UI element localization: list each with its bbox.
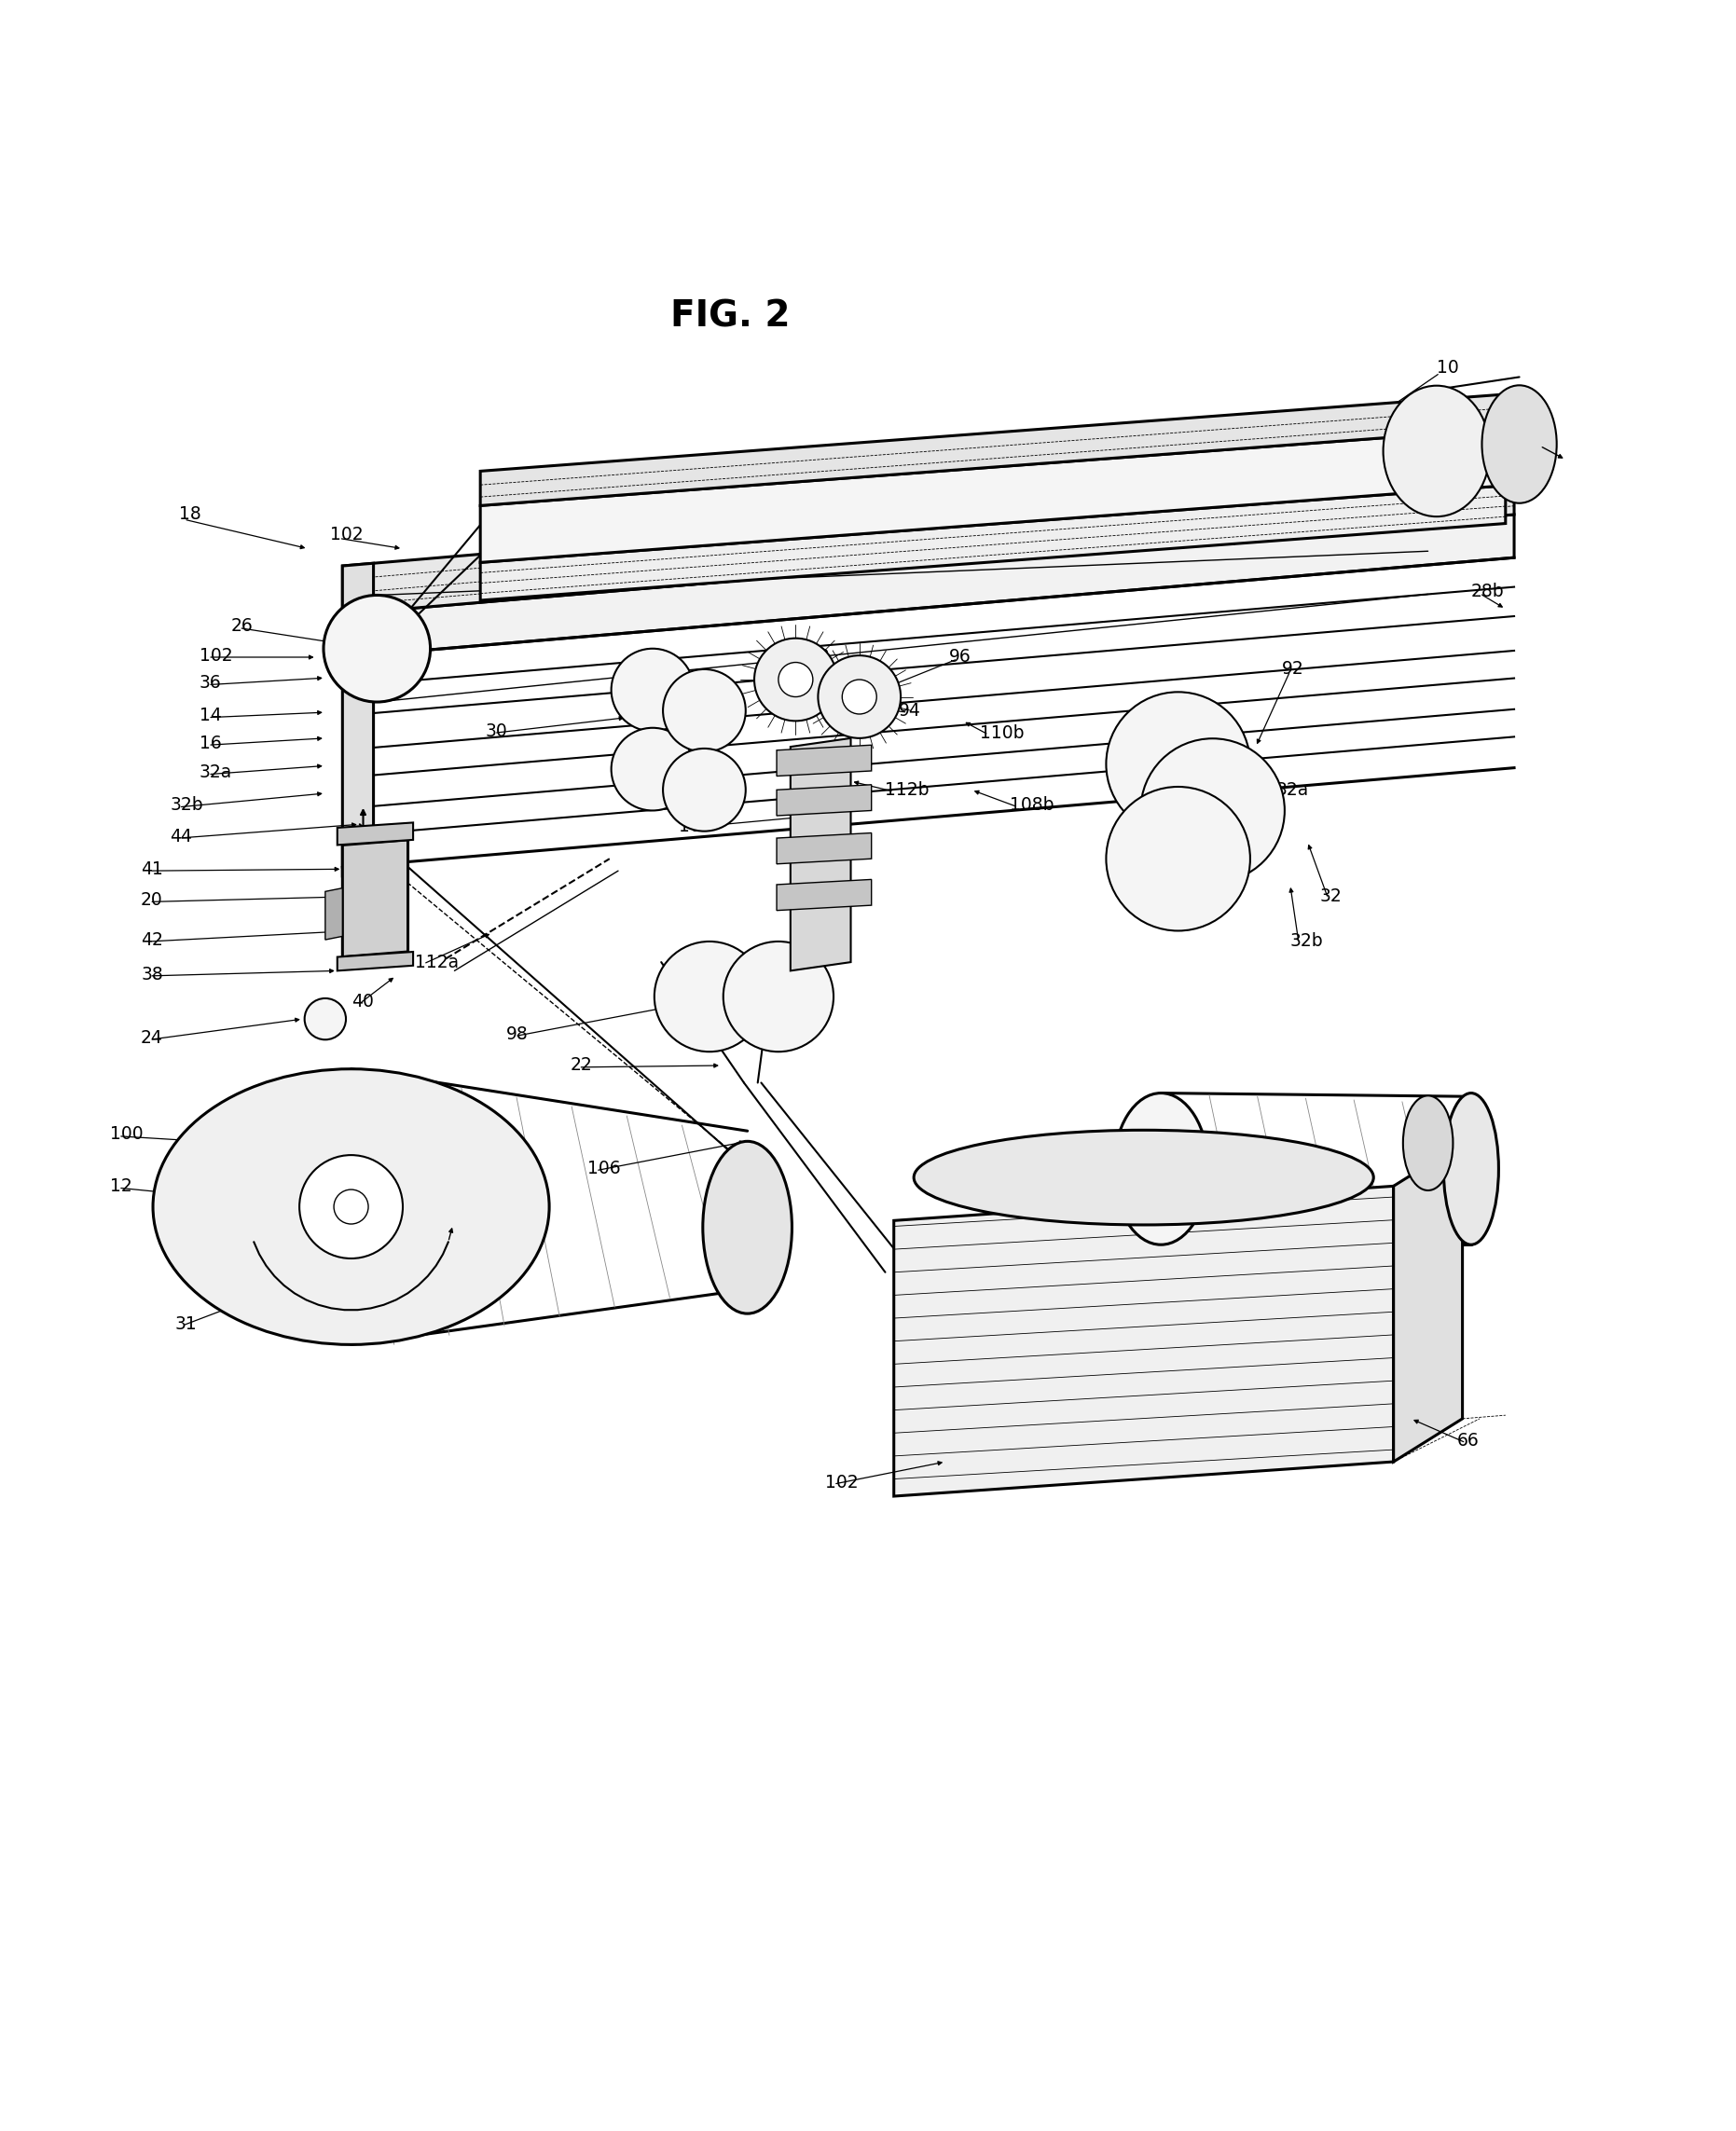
Ellipse shape <box>1106 786 1250 931</box>
Polygon shape <box>776 880 871 910</box>
Polygon shape <box>894 1187 1394 1496</box>
Polygon shape <box>481 428 1505 563</box>
Circle shape <box>611 729 694 810</box>
Circle shape <box>654 942 764 1053</box>
Text: 102: 102 <box>825 1473 858 1492</box>
Text: 32b: 32b <box>170 797 203 814</box>
Ellipse shape <box>1444 1093 1498 1245</box>
Polygon shape <box>776 833 871 863</box>
Ellipse shape <box>1403 1095 1453 1191</box>
Circle shape <box>304 997 345 1040</box>
Text: 22: 22 <box>569 1057 592 1074</box>
Polygon shape <box>342 563 373 876</box>
Text: 106: 106 <box>587 1159 620 1178</box>
Polygon shape <box>337 823 413 846</box>
Circle shape <box>333 1189 368 1223</box>
Text: FIG. 2: FIG. 2 <box>670 298 790 335</box>
Text: 42: 42 <box>141 931 163 948</box>
Text: 28b: 28b <box>1470 584 1505 601</box>
Text: 32b: 32b <box>1290 933 1323 950</box>
Text: 20: 20 <box>141 891 163 910</box>
Circle shape <box>724 942 833 1053</box>
Text: 41: 41 <box>141 861 163 878</box>
Text: 102: 102 <box>200 646 233 665</box>
Text: 104: 104 <box>507 546 540 563</box>
Text: 110b: 110b <box>981 725 1024 742</box>
Ellipse shape <box>1106 693 1250 835</box>
Text: 32a: 32a <box>200 763 233 782</box>
Text: 36: 36 <box>200 673 222 693</box>
Text: 16: 16 <box>200 735 222 752</box>
Circle shape <box>663 748 746 831</box>
Ellipse shape <box>1113 1093 1208 1245</box>
Circle shape <box>842 680 877 714</box>
Polygon shape <box>481 486 1505 601</box>
Circle shape <box>611 648 694 731</box>
Polygon shape <box>342 467 1514 614</box>
Polygon shape <box>776 746 871 776</box>
Text: 12: 12 <box>109 1176 132 1195</box>
Text: 32a: 32a <box>851 503 884 520</box>
Circle shape <box>299 1155 403 1259</box>
Polygon shape <box>337 953 413 972</box>
Text: 44: 44 <box>170 827 193 846</box>
Text: 18: 18 <box>179 505 201 522</box>
Ellipse shape <box>1483 386 1557 503</box>
Text: 100: 100 <box>109 1125 142 1142</box>
Text: 34: 34 <box>1052 514 1075 531</box>
Text: 38: 38 <box>141 965 163 982</box>
Text: 112b: 112b <box>885 780 929 799</box>
Text: 96: 96 <box>950 648 970 667</box>
Ellipse shape <box>913 1129 1373 1225</box>
Text: 32b: 32b <box>946 514 979 531</box>
Circle shape <box>663 669 746 752</box>
Circle shape <box>323 595 431 701</box>
Polygon shape <box>342 514 1514 656</box>
Text: 98: 98 <box>507 1025 528 1044</box>
Text: 10: 10 <box>1437 358 1458 377</box>
Ellipse shape <box>153 1070 549 1345</box>
Text: 24: 24 <box>141 1029 163 1046</box>
Text: 26: 26 <box>231 618 253 635</box>
Polygon shape <box>481 394 1505 505</box>
Ellipse shape <box>703 1142 792 1313</box>
Text: 32a: 32a <box>1276 780 1309 799</box>
Text: 106: 106 <box>679 816 712 835</box>
Text: 102: 102 <box>330 526 363 543</box>
Circle shape <box>753 639 837 720</box>
Text: 66: 66 <box>1196 1176 1217 1195</box>
Text: 40: 40 <box>351 993 373 1010</box>
Text: 14: 14 <box>200 707 222 725</box>
Text: 92: 92 <box>1281 661 1304 678</box>
Text: 94: 94 <box>899 701 922 720</box>
Polygon shape <box>776 784 871 816</box>
Text: 28a: 28a <box>1205 531 1236 550</box>
Text: 23: 23 <box>807 648 830 667</box>
Ellipse shape <box>1384 386 1489 516</box>
Text: 66: 66 <box>1457 1432 1479 1449</box>
Text: 32: 32 <box>1319 889 1342 906</box>
Text: 30: 30 <box>486 722 507 739</box>
Polygon shape <box>790 737 851 972</box>
Polygon shape <box>325 889 342 940</box>
Polygon shape <box>342 840 408 957</box>
Ellipse shape <box>1141 739 1285 882</box>
Text: 108b: 108b <box>1009 797 1054 814</box>
Polygon shape <box>1394 1142 1462 1462</box>
Text: 32: 32 <box>705 520 726 537</box>
Circle shape <box>778 663 812 697</box>
Text: 31: 31 <box>175 1315 198 1332</box>
Circle shape <box>818 656 901 737</box>
Text: 112a: 112a <box>415 953 458 972</box>
